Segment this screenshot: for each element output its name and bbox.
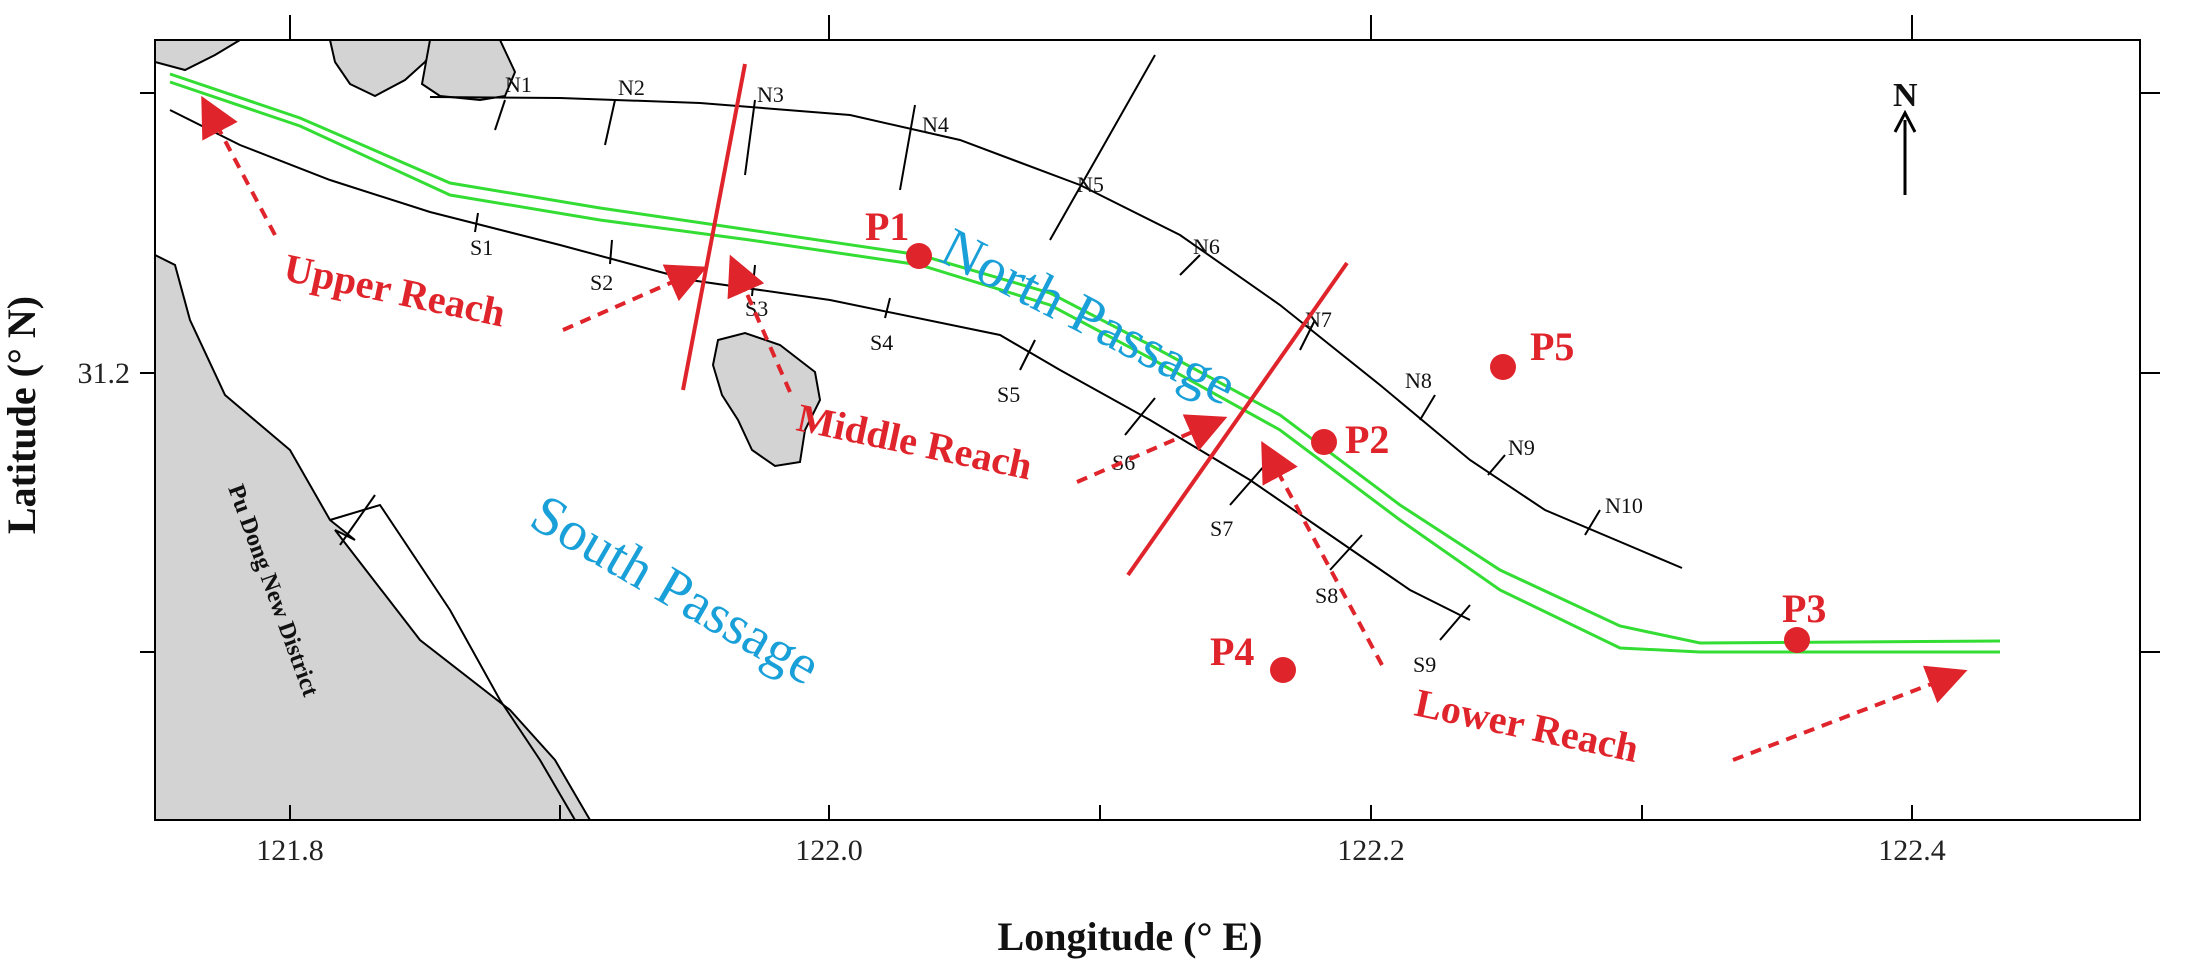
- transect-label-s6: S6: [1112, 450, 1135, 475]
- transect-label-s5: S5: [997, 382, 1020, 407]
- upper-reach-arrow-right: [562, 264, 708, 332]
- transect-label-n1: N1: [505, 72, 532, 97]
- transect-label-s7: S7: [1210, 516, 1233, 541]
- transect-label-n6: N6: [1193, 234, 1220, 259]
- north-arrow-label: N: [1893, 77, 1918, 114]
- lower-reach-arrow-up: [1261, 440, 1384, 666]
- land-top-left-corner: [154, 39, 244, 72]
- transect-s7-line: [1229, 464, 1266, 506]
- y-axis-title: Latitude (° N): [0, 296, 44, 534]
- x-tick-label-1: 121.8: [256, 834, 324, 867]
- lower-reach-arrow-right: [1732, 665, 1968, 762]
- point-p2-marker: [1311, 429, 1337, 455]
- middle-island: [711, 331, 822, 468]
- transect-n6-line: [1179, 254, 1201, 276]
- pudong-land: [154, 253, 592, 821]
- middle-reach-arrow-up: [727, 254, 792, 393]
- south-jetty: [169, 109, 1471, 621]
- sample-points: [906, 243, 1810, 683]
- point-label-p2: P2: [1345, 417, 1389, 462]
- transect-label-n4: N4: [922, 112, 949, 137]
- transect-s8-line: [1329, 534, 1363, 571]
- navigation-channel-north: [169, 72, 2001, 645]
- transect-s9-line: [1439, 604, 1471, 641]
- transect-n7-line: [1299, 319, 1316, 351]
- navigation-channel-south: [169, 80, 2000, 654]
- north-arrow-head: [1893, 109, 1917, 133]
- reach-arrows: [201, 95, 1968, 762]
- transect-n2-line: [604, 99, 616, 146]
- point-label-p1: P1: [865, 204, 909, 249]
- point-p5-marker: [1490, 354, 1516, 380]
- transect-label-n9: N9: [1508, 435, 1535, 460]
- y-tick-label-1: 31.2: [78, 357, 131, 390]
- north-arrow: N: [1893, 77, 1918, 195]
- transect-label-n3: N3: [757, 82, 784, 107]
- north-transects: [494, 54, 1601, 536]
- transect-label-s1: S1: [470, 235, 493, 260]
- north-jetty: [429, 96, 1683, 569]
- point-p3-marker: [1784, 627, 1810, 653]
- axis-ticks: [140, 15, 2160, 820]
- transect-n9-line: [1487, 454, 1506, 476]
- transect-n10-line: [1584, 509, 1601, 536]
- transect-s4-line: [884, 297, 891, 319]
- point-label-p3: P3: [1782, 586, 1826, 631]
- transect-s5-line: [1019, 339, 1036, 371]
- district-boundary: [339, 494, 376, 546]
- x-axis-title: Longitude (° E): [998, 914, 1263, 959]
- land-areas: [154, 39, 822, 821]
- transect-n1-line: [494, 99, 506, 131]
- land-top-right: [420, 39, 517, 102]
- x-tick-label-2: 122.0: [795, 834, 863, 867]
- transect-label-s9: S9: [1413, 652, 1436, 677]
- transect-n4-line: [899, 104, 916, 191]
- transect-s6-line: [1124, 397, 1156, 436]
- transect-s2-line: [609, 239, 613, 265]
- transect-label-s8: S8: [1315, 583, 1338, 608]
- transect-label-n5: N5: [1077, 172, 1104, 197]
- upper-reach-arrow-left: [201, 95, 277, 236]
- middle-reach-arrow-right: [1076, 414, 1228, 484]
- point-label-p5: P5: [1530, 324, 1574, 369]
- transect-label-n2: N2: [618, 75, 645, 100]
- transect-n8-line: [1419, 394, 1436, 421]
- transect-n3-line: [744, 99, 756, 176]
- x-tick-label-4: 122.4: [1878, 834, 1946, 867]
- point-p4-marker: [1270, 657, 1296, 683]
- transect-s1-line: [474, 212, 479, 233]
- point-label-p4: P4: [1210, 629, 1254, 674]
- x-tick-label-3: 122.2: [1337, 834, 1405, 867]
- upper-middle-boundary: [681, 63, 747, 391]
- transect-label-n10: N10: [1605, 493, 1643, 518]
- transect-label-n8: N8: [1405, 368, 1432, 393]
- transect-n5-line: [1049, 54, 1156, 241]
- middle-lower-boundary: [1126, 261, 1349, 577]
- transect-label-s2: S2: [590, 270, 613, 295]
- inner-coastline: [329, 503, 576, 821]
- point-p1-marker: [906, 243, 932, 269]
- transect-label-s4: S4: [870, 330, 893, 355]
